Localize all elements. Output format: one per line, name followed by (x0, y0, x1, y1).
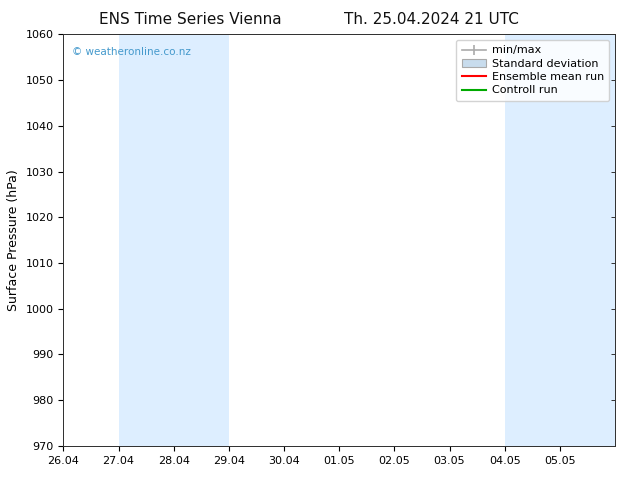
Text: Th. 25.04.2024 21 UTC: Th. 25.04.2024 21 UTC (344, 12, 519, 27)
Text: ENS Time Series Vienna: ENS Time Series Vienna (99, 12, 281, 27)
Bar (119, 34, 229, 446)
Text: © weatheronline.co.nz: © weatheronline.co.nz (72, 47, 191, 57)
Y-axis label: Surface Pressure (hPa): Surface Pressure (hPa) (7, 169, 20, 311)
Bar (505, 34, 615, 446)
Legend: min/max, Standard deviation, Ensemble mean run, Controll run: min/max, Standard deviation, Ensemble me… (456, 40, 609, 101)
